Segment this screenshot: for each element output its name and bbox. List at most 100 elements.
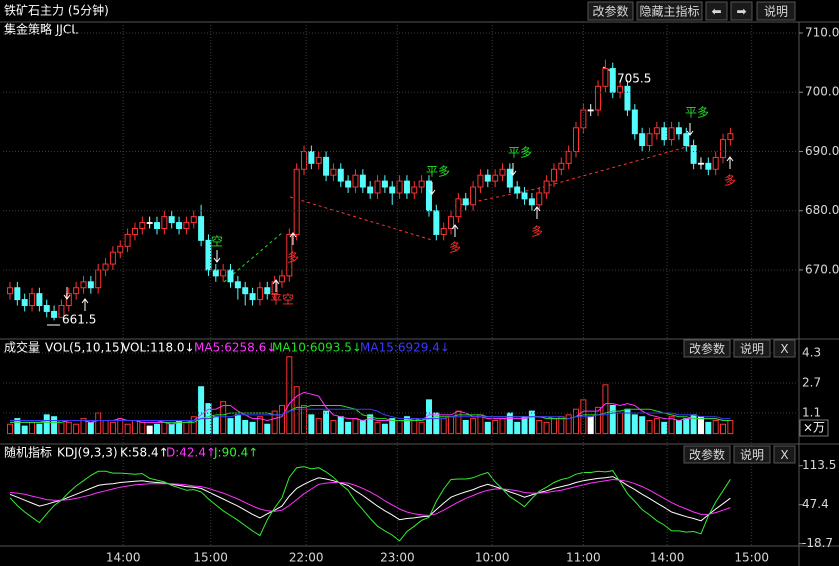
- volume-bar: [675, 419, 682, 435]
- candle-body: [117, 245, 124, 253]
- volume-bar: [242, 419, 249, 435]
- button[interactable]: X: [773, 339, 796, 358]
- annotation: 空: [211, 235, 223, 249]
- button[interactable]: ➡: [730, 1, 753, 21]
- button-label: 改参数: [689, 447, 725, 462]
- volume-bar: [36, 423, 43, 435]
- candle-body: [43, 305, 50, 312]
- strategy-line: [223, 231, 284, 283]
- x-tick-label: 14:00: [106, 551, 141, 565]
- candle-body: [639, 133, 646, 147]
- candle-body: [124, 233, 131, 247]
- volume-bar: [367, 414, 374, 435]
- annotation: 多: [449, 241, 461, 255]
- volume-bar: [543, 421, 550, 435]
- candle-body: [624, 85, 631, 111]
- button-label: X: [780, 448, 788, 462]
- candle-body: [720, 139, 727, 158]
- signal-arrow: [289, 232, 297, 245]
- signal-arrow: [81, 298, 89, 311]
- volume-bar: [14, 418, 21, 435]
- legend-item: VOL(5,10,15): [45, 341, 124, 355]
- volume-bar: [705, 421, 712, 435]
- button[interactable]: 隐藏主指标: [636, 1, 703, 21]
- candle-body: [14, 287, 21, 301]
- annotation: 多: [724, 174, 736, 188]
- volume-bar: [587, 416, 594, 435]
- candle-body: [543, 180, 550, 194]
- candle-body: [573, 127, 580, 152]
- y-tick-label: -18.7: [802, 536, 833, 550]
- volume-bar: [499, 418, 506, 435]
- candle-body: [403, 180, 410, 194]
- indicator-title: 集金策略 JJCL: [4, 22, 78, 37]
- legend-item: VOL:118.0↓: [122, 341, 195, 355]
- button[interactable]: X: [773, 445, 796, 464]
- y-tick-label: 47.4: [802, 497, 829, 511]
- candle-body: [205, 239, 212, 271]
- volume-bar: [374, 421, 381, 435]
- button[interactable]: 改参数: [587, 1, 634, 21]
- candle-body: [484, 174, 491, 182]
- strategy-line: [454, 145, 691, 207]
- candle-body: [168, 216, 175, 224]
- candle-body: [139, 222, 146, 230]
- candle-body: [528, 198, 535, 206]
- volume-bar: [249, 421, 256, 435]
- candle-body: [675, 127, 682, 135]
- volume-bar: [308, 414, 315, 435]
- candle-body: [433, 210, 440, 235]
- panel-subtitle: KDJ(9,3,3): [57, 446, 118, 460]
- button[interactable]: 改参数: [683, 445, 731, 464]
- volume-bar: [337, 416, 344, 435]
- volume-bar: [51, 416, 58, 435]
- button[interactable]: ⬅: [705, 1, 728, 21]
- legend-item: J:90.4↑: [213, 446, 258, 460]
- button-frame: [756, 1, 796, 21]
- signal-arrow: [63, 287, 71, 300]
- button[interactable]: 改参数: [683, 339, 731, 358]
- button[interactable]: 说明: [756, 1, 796, 21]
- candle-body: [550, 168, 557, 182]
- button[interactable]: 说明: [733, 445, 771, 464]
- button-frame: [636, 1, 703, 21]
- volume-bar: [109, 421, 116, 435]
- volume-bar: [278, 404, 285, 435]
- volume-bar: [345, 421, 352, 435]
- candle-body: [617, 85, 624, 93]
- candle-body: [448, 216, 455, 230]
- signal-arrow: [686, 123, 694, 136]
- strategy-line: [289, 196, 433, 241]
- volume-bar: [381, 423, 388, 435]
- volume-bar: [639, 416, 646, 435]
- volume-bar: [683, 418, 690, 435]
- button-frame: [587, 1, 634, 21]
- volume-bar: [168, 423, 175, 435]
- candle-body: [286, 233, 293, 277]
- candle-body: [514, 186, 521, 194]
- button-label: 说明: [764, 4, 788, 19]
- candle-body: [602, 68, 609, 87]
- candle-body: [80, 281, 87, 289]
- candle-body: [631, 109, 638, 135]
- volume-bar: [183, 421, 190, 435]
- volume-bar: [668, 416, 675, 435]
- candle-body: [595, 85, 602, 111]
- candle-body: [21, 299, 28, 307]
- volume-bar: [65, 421, 72, 435]
- candle-body: [249, 293, 256, 301]
- candle-body: [411, 186, 418, 194]
- button[interactable]: 说明: [733, 339, 771, 358]
- candle-body: [536, 192, 543, 206]
- candle-body: [109, 251, 116, 265]
- legend-item: MA5:6258.6↓: [194, 341, 276, 355]
- volume-bar: [712, 419, 719, 435]
- candle-body: [558, 162, 565, 170]
- legend-item: D:42.4↑: [166, 446, 216, 460]
- candle-body: [131, 228, 138, 235]
- signal-arrow: [509, 163, 517, 176]
- x-tick-label: 15:00: [193, 551, 228, 565]
- y-tick-label: 2.7: [802, 375, 821, 389]
- button-label: 说明: [740, 447, 764, 462]
- candle-body: [293, 168, 300, 235]
